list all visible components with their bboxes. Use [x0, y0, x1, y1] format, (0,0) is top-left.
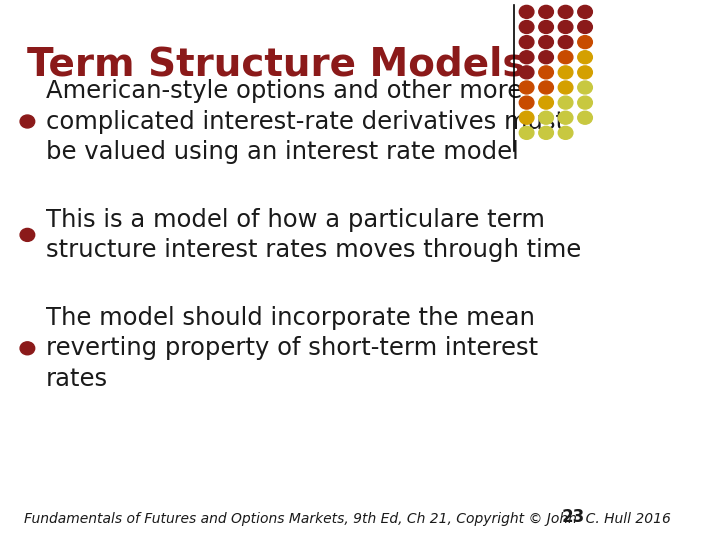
Circle shape: [558, 126, 573, 139]
Circle shape: [20, 342, 35, 355]
Circle shape: [577, 111, 593, 124]
Text: Fundamentals of Futures and Options Markets, 9th Ed, Ch 21, Copyright © John  C.: Fundamentals of Futures and Options Mark…: [24, 512, 671, 526]
Circle shape: [519, 5, 534, 18]
Circle shape: [539, 21, 554, 33]
Text: The model should incorporate the mean
reverting property of short-term interest
: The model should incorporate the mean re…: [45, 306, 538, 391]
Text: American-style options and other more
complicated interest-rate derivatives must: American-style options and other more co…: [45, 79, 564, 164]
Circle shape: [558, 5, 573, 18]
Circle shape: [539, 51, 554, 64]
Circle shape: [577, 21, 593, 33]
Circle shape: [558, 36, 573, 49]
Circle shape: [519, 66, 534, 79]
Text: This is a model of how a particulare term
structure interest rates moves through: This is a model of how a particulare ter…: [45, 207, 581, 262]
Circle shape: [519, 36, 534, 49]
Circle shape: [577, 51, 593, 64]
Circle shape: [558, 21, 573, 33]
Circle shape: [519, 81, 534, 94]
Circle shape: [539, 66, 554, 79]
Circle shape: [577, 96, 593, 109]
Circle shape: [20, 115, 35, 128]
Circle shape: [577, 5, 593, 18]
Circle shape: [539, 111, 554, 124]
Circle shape: [577, 36, 593, 49]
Circle shape: [539, 5, 554, 18]
Circle shape: [539, 126, 554, 139]
Circle shape: [519, 96, 534, 109]
Circle shape: [519, 126, 534, 139]
Circle shape: [539, 96, 554, 109]
Circle shape: [577, 81, 593, 94]
Circle shape: [20, 228, 35, 241]
Circle shape: [558, 66, 573, 79]
Circle shape: [558, 111, 573, 124]
Circle shape: [558, 51, 573, 64]
Circle shape: [519, 51, 534, 64]
Circle shape: [519, 111, 534, 124]
Text: Term Structure Models: Term Structure Models: [27, 46, 526, 84]
Circle shape: [539, 36, 554, 49]
Circle shape: [558, 96, 573, 109]
Circle shape: [577, 66, 593, 79]
Circle shape: [539, 81, 554, 94]
Circle shape: [558, 81, 573, 94]
Circle shape: [519, 21, 534, 33]
Text: 23: 23: [561, 509, 585, 526]
